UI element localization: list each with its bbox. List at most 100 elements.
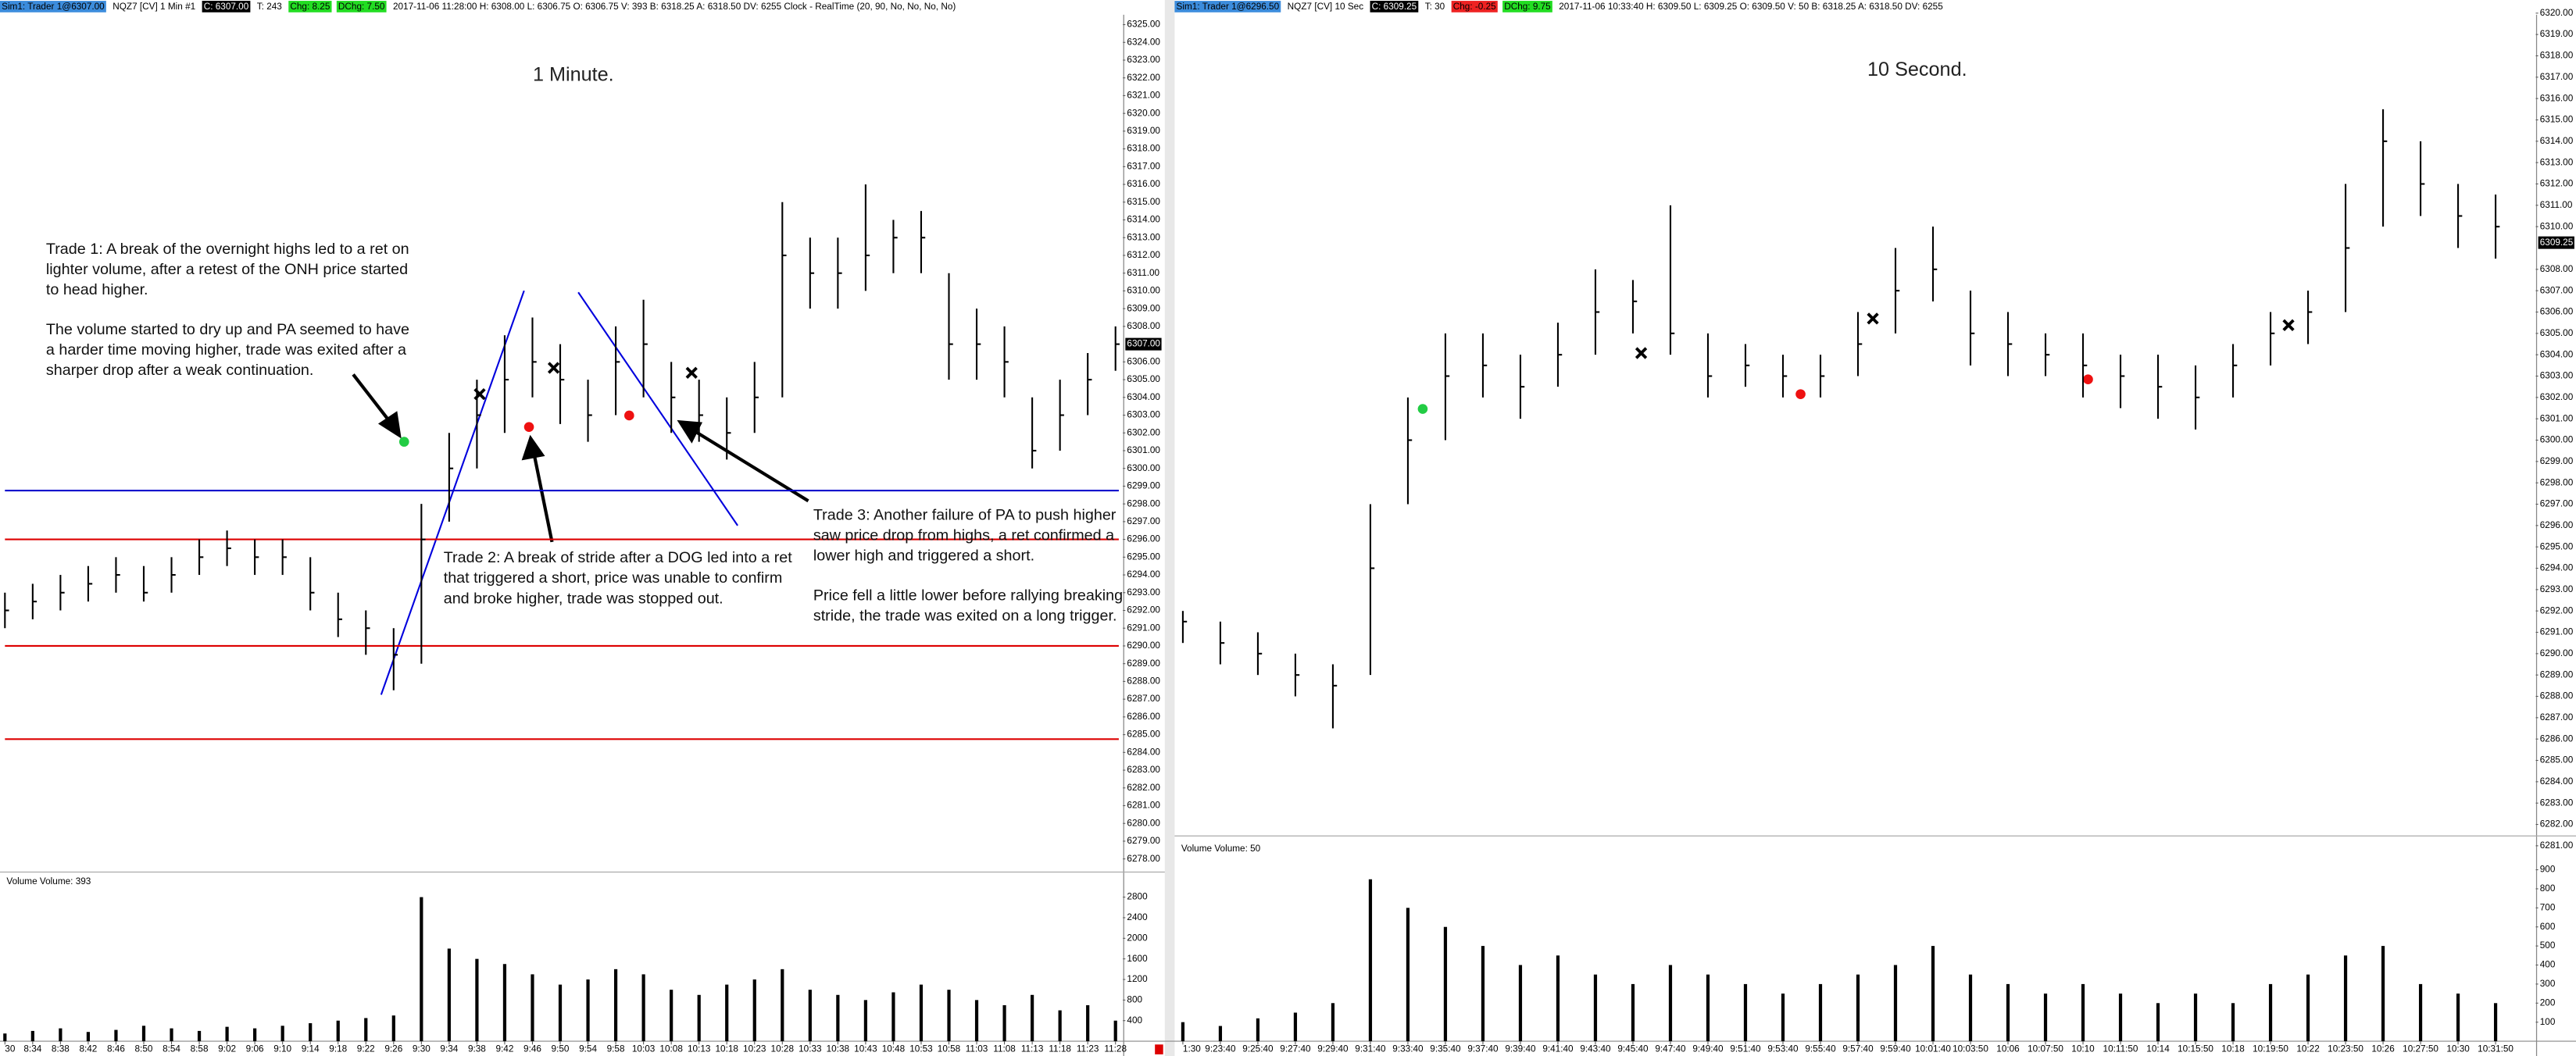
volume-bar	[1556, 955, 1560, 1042]
volume-bar	[1002, 1004, 1006, 1042]
x-tick-label: 10:06	[1996, 1044, 2020, 1054]
x-tick-label: 9:59:40	[1880, 1044, 1911, 1054]
chart-title: 10 Second.	[1867, 59, 1967, 80]
x-tick-label: 8:50	[135, 1044, 153, 1054]
exit-marker	[2282, 319, 2295, 331]
y-tick-label: 6286.00	[1127, 712, 1160, 722]
volume-tick-label: 600	[2540, 922, 2556, 932]
y-tick-label: 6325.00	[1127, 20, 1160, 30]
x-tick-label: 10:31:50	[2478, 1044, 2513, 1054]
x-tick-label: 10:43	[854, 1044, 877, 1054]
volume-bar	[1518, 965, 1523, 1042]
volume-bar	[1113, 1020, 1117, 1042]
volume-bar	[86, 1032, 91, 1042]
chart-title: 1 Minute.	[533, 63, 614, 85]
header-text: NQZ7 [CV] 1 Min #1	[113, 2, 195, 12]
volume-bar	[2306, 974, 2310, 1042]
volume-label: Volume Volume: 393	[6, 876, 91, 887]
volume-bar	[1218, 1026, 1223, 1042]
entry-marker	[1417, 404, 1428, 414]
x-tick-label: 10:38	[827, 1044, 850, 1054]
volume-bar	[391, 1015, 395, 1042]
volume-bar	[1406, 908, 1410, 1042]
y-tick-label: 6292.00	[2540, 605, 2574, 615]
volume-bar	[1481, 946, 1485, 1042]
x-tick-label: 11:13	[1021, 1044, 1044, 1054]
y-tick-label: 6297.00	[2540, 499, 2574, 509]
y-tick-label: 6283.00	[2540, 797, 2574, 808]
annotation-text: Price fell a little lower before rallyin…	[813, 587, 1123, 604]
volume-bar	[641, 974, 645, 1042]
last-price-label: 6309.25	[2540, 237, 2574, 248]
volume-bar	[1031, 994, 1034, 1042]
y-tick-label: 6287.00	[1127, 694, 1160, 704]
y-tick-label: 6295.00	[2540, 541, 2574, 551]
volume-bar	[225, 1026, 229, 1042]
x-tick-label: 11:08	[993, 1044, 1016, 1054]
x-tick-label: 10:23	[743, 1044, 766, 1054]
x-tick-label: 8:54	[163, 1044, 180, 1054]
volume-bar	[2043, 994, 2048, 1042]
volume-bar	[2418, 983, 2423, 1042]
volume-tick-label: 2400	[1127, 912, 1148, 922]
arrow-head	[677, 419, 703, 444]
trend-line	[380, 290, 525, 695]
arrow	[692, 429, 809, 503]
volume-bar	[2381, 946, 2385, 1042]
y-tick-label: 6323.00	[1127, 55, 1160, 65]
y-tick-label: 6319.00	[2540, 29, 2574, 39]
y-tick-label: 6288.00	[2540, 691, 2574, 701]
volume-bar	[974, 1000, 979, 1042]
y-tick-label: 6297.00	[1127, 516, 1160, 526]
y-tick-label: 6317.00	[1127, 161, 1160, 171]
y-tick-label: 6287.00	[2540, 712, 2574, 722]
x-tick-label: 11:18	[1049, 1044, 1071, 1054]
annotation-text: and broke higher, trade was stopped out.	[444, 590, 723, 607]
arrow	[532, 452, 554, 543]
status-indicator	[1155, 1044, 1163, 1054]
volume-bar	[1743, 983, 1748, 1042]
volume-tick-label: 300	[2540, 979, 2556, 989]
x-tick-label: 9:18	[329, 1044, 347, 1054]
arrow-head	[521, 434, 545, 461]
x-tick-label: 9:45:40	[1617, 1044, 1649, 1054]
volume-tick-label: 900	[2540, 865, 2556, 875]
volume-bar	[1931, 946, 1935, 1042]
y-tick-label: 6308.00	[2540, 264, 2574, 274]
volume-bar	[502, 964, 507, 1042]
trade-markers	[398, 312, 2295, 447]
arrow-head	[377, 411, 402, 439]
entry-marker	[523, 422, 534, 432]
volume-bar	[2231, 1003, 2235, 1042]
volume-bar	[2456, 994, 2460, 1042]
x-tick-label: 10:33	[799, 1044, 822, 1054]
x-tick-label: 9:14	[302, 1044, 320, 1054]
volume-bar	[3, 1033, 7, 1042]
volume-tick-label: 400	[1127, 1015, 1142, 1026]
y-tick-label: 6324.00	[1127, 37, 1160, 47]
volume-bar	[2268, 983, 2273, 1042]
volume-tick-label: 700	[2540, 902, 2556, 912]
y-tick-label: 6305.00	[1127, 374, 1160, 384]
x-tick-label: 8:34	[23, 1044, 41, 1054]
volume-bar	[1706, 974, 1710, 1042]
x-tick-label: 10:18	[715, 1044, 738, 1054]
x-tick-label: 9:42	[495, 1044, 513, 1054]
x-tick-label: 9:51:40	[1730, 1044, 1761, 1054]
header-badge	[1174, 1, 1281, 12]
x-tick-label: 9:34	[440, 1044, 458, 1054]
x-tick-label: 10:18	[2221, 1044, 2245, 1054]
volume-bar	[1086, 1004, 1090, 1042]
x-tick-label: 9:46	[523, 1044, 541, 1054]
y-tick-label: 6281.00	[2540, 840, 2574, 851]
volume-bar	[364, 1018, 368, 1042]
header-badge	[288, 1, 332, 12]
header-text: 2017-11-06 10:33:40 H: 6309.50 L: 6309.2…	[1559, 2, 1943, 12]
x-tick-label: 9:23:40	[1205, 1044, 1236, 1054]
y-tick-label: 6313.00	[2540, 157, 2574, 167]
x-tick-label: 10:48	[882, 1044, 906, 1054]
volume-bar	[1293, 1012, 1298, 1042]
x-tick-label: 10:03:50	[1953, 1044, 1988, 1054]
volume-bar	[947, 990, 951, 1042]
x-tick-label: 10:01:40	[1915, 1044, 1951, 1054]
